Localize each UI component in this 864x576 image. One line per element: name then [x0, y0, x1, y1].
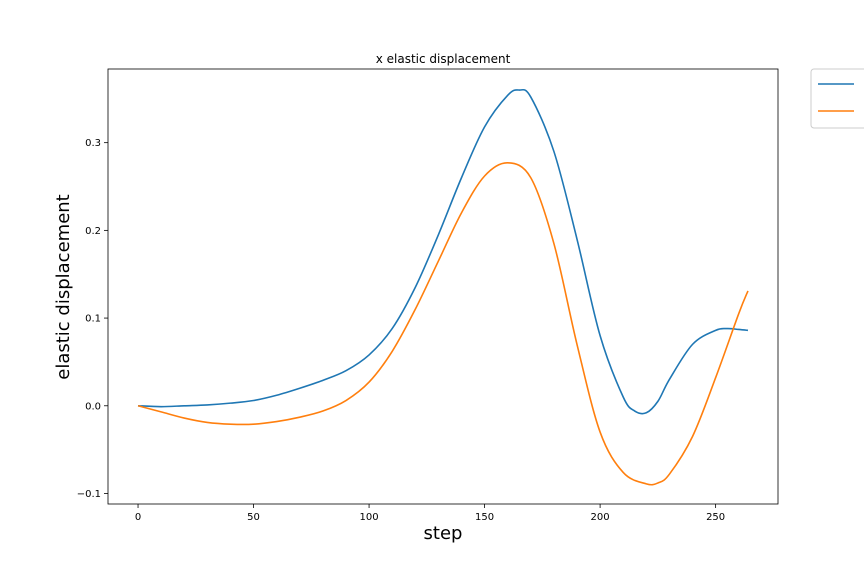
x-tick-label: 50 [247, 512, 260, 523]
y-axis-label: elastic displacement [53, 194, 74, 379]
legend-box [810, 68, 864, 129]
y-tick-label: 0.2 [85, 226, 101, 237]
x-tick-label: 0 [135, 512, 141, 523]
series-line-2 [137, 162, 749, 486]
x-tick-label: 150 [475, 512, 494, 523]
series-layer [137, 88, 749, 486]
y-tick-label: 0.0 [85, 401, 101, 412]
y-tick-label: 0.1 [85, 314, 101, 325]
y-tick-label: −0.1 [77, 489, 101, 500]
series-line-1 [137, 88, 749, 415]
plot-area [107, 68, 779, 505]
chart-title: x elastic displacement [376, 52, 511, 66]
y-axis-ticks: −0.1 0.0 0.1 0.2 0.3 [77, 138, 108, 500]
y-tick-label: 0.3 [85, 138, 101, 149]
x-tick-label: 250 [706, 512, 725, 523]
x-tick-label: 100 [360, 512, 379, 523]
legend [810, 68, 864, 129]
x-axis-label: step [424, 523, 463, 544]
x-tick-label: 200 [591, 512, 610, 523]
x-axis-ticks: 0 50 100 150 200 250 [135, 504, 725, 523]
